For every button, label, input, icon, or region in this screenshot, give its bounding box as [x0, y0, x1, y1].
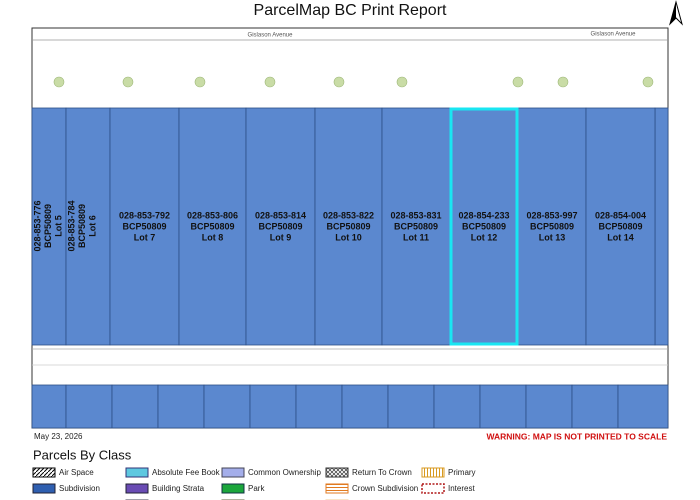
legend-label: Subdivision [59, 484, 100, 493]
legend-swatch [221, 483, 245, 494]
parcel-label: Lot 8 [202, 232, 224, 242]
parcel-label: Lot 10 [335, 232, 362, 242]
parcel-label: Lot 14 [607, 232, 634, 242]
legend-label: Crown Subdivision [352, 484, 418, 493]
legend-swatch [125, 483, 149, 494]
parcel-label: 028-853-776 [32, 200, 42, 251]
warning: WARNING: MAP IS NOT PRINTED TO SCALE [486, 431, 667, 441]
legend-label: Return To Crown [352, 468, 412, 477]
legend-label: Primary [448, 468, 476, 477]
parcel [249, 384, 297, 429]
parcel-label: Lot 5 [53, 215, 63, 237]
parcel [617, 384, 669, 429]
tree [264, 76, 276, 88]
legend-swatch [421, 483, 445, 494]
legend-label: Absolute Fee Book [152, 468, 221, 477]
parcel [387, 384, 435, 429]
parcel-label: BCP50809 [326, 221, 370, 231]
parcel [178, 107, 247, 346]
legend-label: Common Ownership [248, 468, 321, 477]
parcel [109, 107, 180, 346]
legend-label: Interest [448, 484, 475, 493]
parcel [31, 107, 67, 346]
parcel [525, 384, 573, 429]
parcel [341, 384, 389, 429]
tree [642, 76, 654, 88]
legend-title: Parcels By Class [33, 447, 132, 462]
parcel-label: BCP50809 [258, 221, 302, 231]
legend-label: Park [248, 484, 265, 493]
tree [194, 76, 206, 88]
north-arrow [669, 0, 683, 26]
parcel-label: Lot 9 [270, 232, 292, 242]
parcel [157, 384, 205, 429]
parcel [433, 384, 481, 429]
parcel-label: BCP50809 [77, 204, 87, 248]
parcel-label: 028-854-233 [458, 210, 509, 220]
parcel [479, 384, 527, 429]
parcel [203, 384, 251, 429]
parcel-label: 028-853-784 [66, 200, 76, 251]
parcel-label: Lot 6 [87, 215, 97, 237]
parcel-label: BCP50809 [394, 221, 438, 231]
parcel-label: 028-853-814 [255, 210, 306, 220]
parcel [314, 107, 383, 346]
parcel-label: BCP50809 [122, 221, 166, 231]
tree [333, 76, 345, 88]
legend-swatch [32, 483, 56, 494]
parcel-label: Lot 13 [539, 232, 566, 242]
parcel-label: Lot 7 [134, 232, 156, 242]
parcel-label: 028-853-822 [323, 210, 374, 220]
legend-label: Building Strata [152, 484, 205, 493]
street-label: Gislason Avenue [591, 32, 637, 38]
parcel [517, 107, 587, 346]
parcel-label: Lot 11 [403, 232, 429, 242]
parcel-label: 028-853-997 [526, 210, 577, 220]
parcel-label: BCP50809 [43, 204, 53, 248]
street-label: Gislason Avenue [248, 33, 294, 39]
tree [557, 76, 569, 88]
parcel [65, 384, 113, 429]
legend-swatch [421, 467, 445, 478]
legend-swatch [125, 467, 149, 478]
parcel-label: 028-853-792 [119, 210, 170, 220]
title: ParcelMap BC Print Report [254, 2, 448, 19]
legend-swatch [325, 467, 349, 478]
parcel-label: 028-853-806 [187, 210, 238, 220]
parcel [585, 107, 656, 346]
parcel [654, 107, 669, 346]
parcel-label: 028-853-831 [390, 210, 441, 220]
parcel-label: BCP50809 [530, 221, 574, 231]
legend-label: Air Space [59, 468, 94, 477]
legend-swatch [325, 483, 349, 494]
parcel-label: BCP50809 [462, 221, 506, 231]
parcel [571, 384, 619, 429]
parcel-label: Lot 12 [471, 232, 498, 242]
parcel [111, 384, 159, 429]
tree [53, 76, 65, 88]
parcel [295, 384, 343, 429]
parcel [245, 107, 316, 346]
parcel [31, 384, 67, 429]
parcel-label: BCP50809 [598, 221, 642, 231]
tree [396, 76, 408, 88]
parcel-label: BCP50809 [190, 221, 234, 231]
parcel [65, 107, 111, 346]
tree [512, 76, 524, 88]
legend-swatch [221, 467, 245, 478]
parcel [381, 107, 451, 346]
legend-swatch [32, 467, 56, 478]
selected-parcel [449, 107, 519, 346]
parcel-label: 028-854-004 [595, 210, 646, 220]
tree [122, 76, 134, 88]
date: May 23, 2026 [34, 432, 83, 441]
